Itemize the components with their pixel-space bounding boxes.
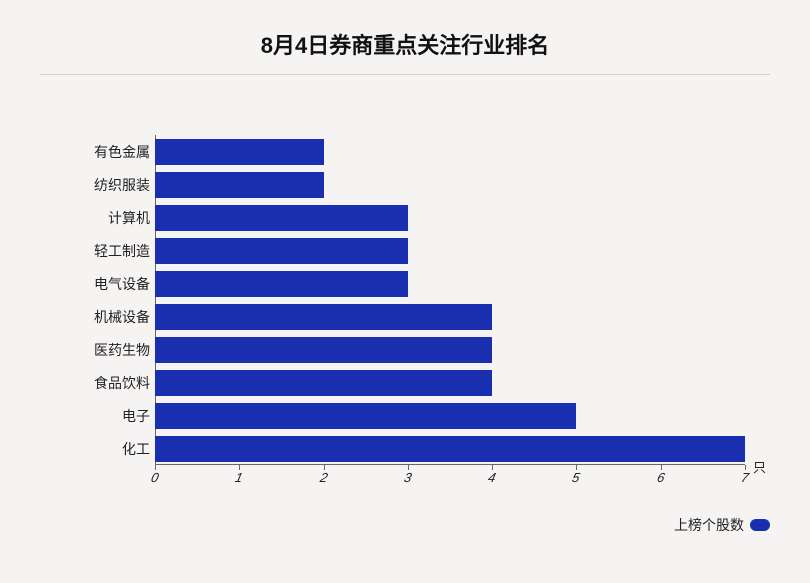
y-axis-label: 化工 [40,439,150,459]
y-axis-label: 医药生物 [40,340,150,360]
x-tick-label: 5 [571,470,581,485]
bar [155,205,408,231]
chart-title: 8月4日券商重点关注行业排名 [40,28,770,60]
y-axis-label: 轻工制造 [40,241,150,261]
chart-area: 只 上榜个股数 有色金属纺织服装计算机轻工制造电气设备机械设备医药生物食品饮料电… [40,115,770,535]
bar [155,337,492,363]
x-tick-label: 1 [234,470,244,485]
legend: 上榜个股数 [674,515,770,535]
bar [155,304,492,330]
bar [155,370,492,396]
y-axis-label: 纺织服装 [40,175,150,195]
y-axis-label: 有色金属 [40,142,150,162]
bar [155,436,745,462]
divider [40,74,770,75]
bar [155,238,408,264]
x-tick-label: 0 [150,470,160,485]
bar [155,139,324,165]
x-axis-unit: 只 [753,457,766,476]
bar [155,403,576,429]
y-axis-label: 电气设备 [40,274,150,294]
chart-container: 8月4日券商重点关注行业排名 只 上榜个股数 有色金属纺织服装计算机轻工制造电气… [0,0,810,535]
bar [155,271,408,297]
x-tick-label: 3 [403,470,413,485]
x-tick-label: 6 [655,470,665,485]
x-tick-label: 2 [318,470,328,485]
y-axis-label: 机械设备 [40,307,150,327]
bar [155,172,324,198]
y-axis-label: 电子 [40,406,150,426]
y-axis-label: 计算机 [40,208,150,228]
x-tick-label: 7 [740,470,750,485]
y-axis-label: 食品饮料 [40,373,150,393]
legend-label: 上榜个股数 [674,515,744,535]
x-tick-label: 4 [487,470,497,485]
legend-swatch [750,519,770,531]
